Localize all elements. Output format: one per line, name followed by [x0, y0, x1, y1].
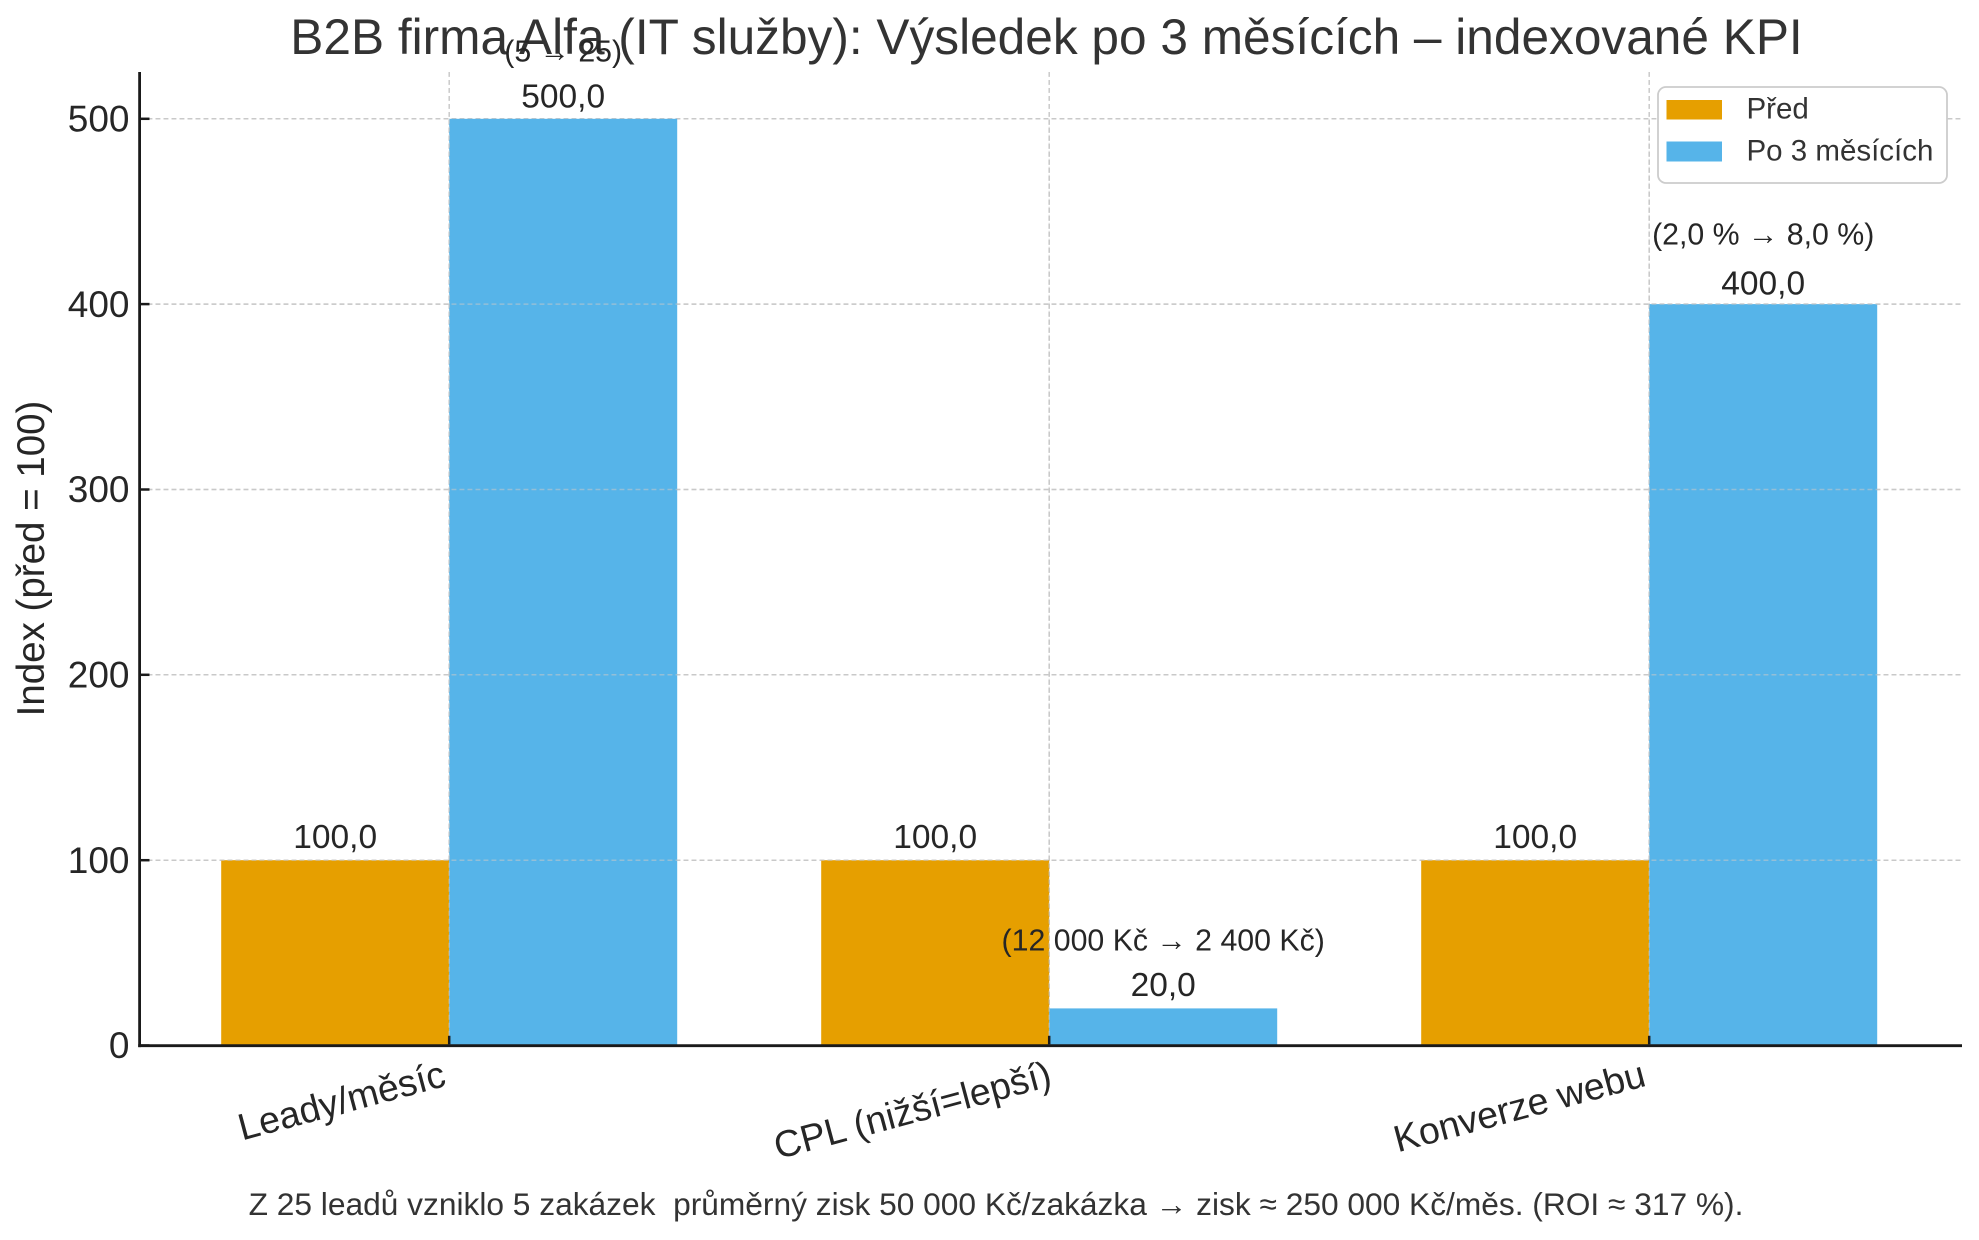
svg-text:100,0: 100,0 — [293, 819, 377, 856]
svg-text:300: 300 — [68, 469, 130, 510]
svg-text:500: 500 — [68, 99, 130, 140]
svg-text:100,0: 100,0 — [893, 819, 977, 856]
svg-text:Z 25 leadů vzniklo 5 zakázek: Z 25 leadů vzniklo 5 zakázek průměrný zi… — [249, 1186, 1744, 1222]
svg-text:(2,0 % → 8,0 %): (2,0 % → 8,0 %) — [1652, 219, 1874, 252]
svg-text:100: 100 — [68, 840, 130, 881]
svg-text:400,0: 400,0 — [1721, 266, 1805, 303]
svg-text:400: 400 — [68, 284, 130, 325]
svg-text:B2B firma Alfa (IT služby): Vý: B2B firma Alfa (IT služby): Výsledek po … — [290, 9, 1802, 65]
svg-text:500,0: 500,0 — [521, 78, 605, 115]
svg-text:100,0: 100,0 — [1493, 819, 1577, 856]
svg-text:(12 000 Kč → 2 400 Kč): (12 000 Kč → 2 400 Kč) — [1002, 925, 1325, 958]
svg-text:20,0: 20,0 — [1131, 967, 1196, 1004]
svg-text:Po 3 měsících: Po 3 měsících — [1747, 135, 1934, 168]
svg-text:(5 → 25): (5 → 25) — [504, 36, 622, 69]
svg-text:Index (před = 100): Index (před = 100) — [10, 401, 53, 717]
svg-text:200: 200 — [68, 655, 130, 696]
svg-text:Před: Před — [1747, 93, 1809, 126]
svg-text:0: 0 — [109, 1025, 130, 1066]
